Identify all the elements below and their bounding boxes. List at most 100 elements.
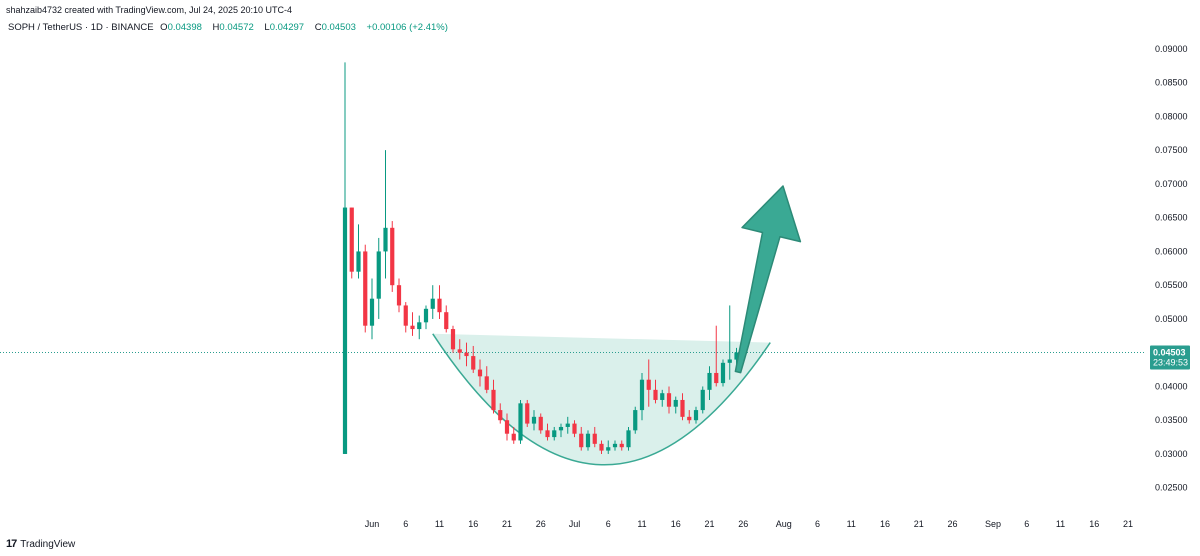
candle — [376, 237, 381, 319]
x-tick-label: 16 — [671, 519, 681, 529]
x-tick-label: Jul — [569, 519, 581, 529]
candle — [592, 426, 597, 448]
candle-body — [653, 389, 658, 400]
candle-body — [592, 433, 597, 444]
candle-body — [437, 298, 442, 313]
candle-body — [498, 410, 503, 421]
candle — [417, 315, 422, 340]
candle-body — [511, 433, 516, 441]
cup-pattern[interactable] — [432, 333, 771, 466]
candle-body — [383, 227, 388, 252]
candle — [612, 440, 618, 451]
candle — [525, 399, 530, 427]
candle — [673, 396, 678, 414]
candle — [383, 150, 388, 279]
candle-body — [619, 443, 624, 448]
candle-body — [572, 423, 577, 434]
candle — [660, 389, 665, 407]
candle — [511, 426, 516, 444]
candle-body — [646, 379, 651, 390]
candle — [477, 359, 483, 387]
candle — [538, 413, 543, 434]
candle-body — [693, 410, 699, 421]
y-tick-label: 0.04000 — [1155, 381, 1188, 391]
candle — [626, 426, 631, 451]
candle — [700, 386, 705, 414]
x-tick-label: 21 — [704, 519, 714, 529]
price-tag-countdown: 23:49:53 — [1153, 357, 1188, 367]
candle — [707, 366, 712, 400]
y-tick-label: 0.08500 — [1155, 78, 1188, 88]
candle — [342, 62, 348, 454]
candle — [666, 386, 672, 414]
price-axis[interactable]: 0.09000 0.08500 0.08000 0.07500 0.07000 0.065… — [1155, 44, 1188, 493]
y-tick-label: 0.03000 — [1155, 449, 1188, 459]
cup-fill — [432, 333, 771, 465]
x-tick-label: 11 — [637, 519, 646, 529]
x-tick-label: 6 — [403, 519, 408, 529]
y-tick-label: 0.06500 — [1155, 213, 1188, 223]
candle — [504, 413, 510, 441]
candle — [558, 423, 564, 438]
candle-body — [369, 298, 375, 326]
candle-body — [639, 379, 645, 411]
y-tick-label: 0.07500 — [1155, 145, 1188, 155]
candle-body — [552, 430, 557, 438]
candle — [585, 430, 591, 451]
x-tick-label: 6 — [1024, 519, 1029, 529]
candle-body — [457, 349, 462, 353]
price-tag: 0.04503 23:49:53 — [1150, 345, 1190, 370]
tradingview-logo-text: TradingView — [20, 538, 76, 550]
candle-body — [349, 207, 354, 272]
candle — [484, 366, 489, 394]
x-tick-label: 26 — [947, 519, 957, 529]
candles — [342, 62, 739, 454]
candle — [545, 423, 550, 441]
candle-body — [531, 416, 537, 424]
symbol-info: SOPH / TetherUS · 1D · BINANCE O0.04398 … — [8, 22, 452, 33]
candle — [471, 345, 476, 373]
candle-body — [450, 329, 456, 350]
candle-body — [423, 308, 429, 323]
candle — [444, 305, 449, 333]
candle-body — [525, 403, 530, 424]
arrow-shape — [734, 185, 802, 374]
candle-body — [390, 227, 395, 286]
y-tick-label: 0.07000 — [1155, 179, 1188, 189]
candle-body — [518, 403, 523, 441]
candle-body — [673, 399, 678, 407]
candle — [430, 285, 435, 319]
candle — [653, 379, 658, 404]
tradingview-logo[interactable]: 17 TradingView — [6, 538, 75, 550]
candle-body — [477, 369, 483, 377]
candle-body — [585, 433, 591, 448]
time-axis[interactable]: Jun 6 11 16 21 26 Jul 6 11 16 21 26 Aug 6 11 16 21 26 Sep 6… — [365, 519, 1133, 529]
up-arrow[interactable] — [734, 185, 802, 374]
candle-body — [707, 372, 712, 390]
candle-body — [444, 312, 449, 330]
candle — [579, 426, 584, 451]
candle — [606, 440, 611, 454]
candle-body — [538, 416, 543, 431]
candle-body — [558, 426, 564, 431]
x-tick-label: 26 — [536, 519, 546, 529]
candle — [693, 406, 699, 424]
price-tag-background — [1150, 345, 1190, 370]
candle — [531, 410, 537, 431]
y-tick-label: 0.02500 — [1155, 483, 1188, 493]
open-label: O — [160, 22, 168, 33]
candle-body — [660, 393, 665, 400]
x-tick-label: Jun — [365, 519, 380, 529]
x-tick-label: 26 — [738, 519, 748, 529]
candle — [680, 393, 685, 421]
candle-body — [396, 285, 402, 306]
candle — [720, 359, 726, 387]
x-tick-label: 16 — [468, 519, 478, 529]
symbol-name[interactable]: SOPH / TetherUS · 1D · BINANCE — [8, 22, 154, 33]
x-tick-label: 6 — [606, 519, 611, 529]
candle — [363, 244, 368, 333]
candle-body — [403, 305, 408, 326]
y-tick-label: 0.09000 — [1155, 44, 1188, 54]
candle-body — [687, 416, 692, 421]
